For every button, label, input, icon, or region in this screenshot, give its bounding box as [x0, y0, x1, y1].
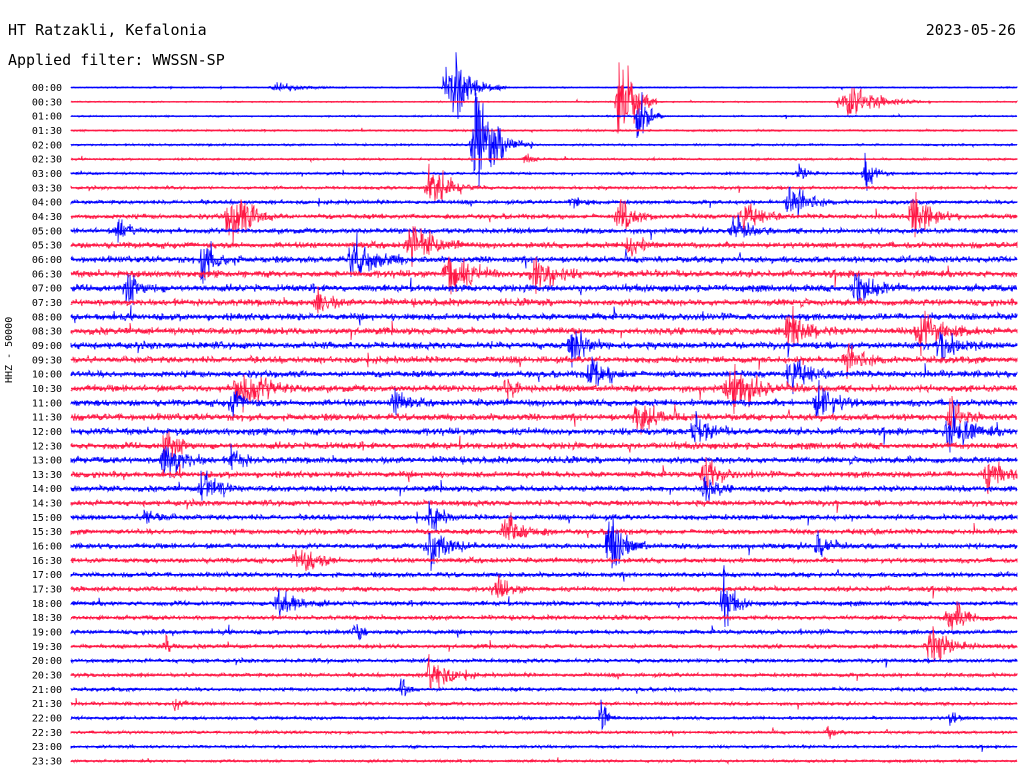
row-label: 18:00	[32, 599, 62, 610]
row-label: 20:00	[32, 656, 62, 667]
row-label: 15:00	[32, 513, 62, 524]
row-label: 02:30	[32, 155, 62, 166]
row-label: 13:00	[32, 456, 62, 467]
row-label: 00:30	[32, 97, 62, 108]
row-label: 22:00	[32, 714, 62, 725]
row-label: 17:30	[32, 585, 62, 596]
trace-row-0800	[70, 305, 1018, 326]
filter-label: Applied filter: WWSSN-SP	[8, 51, 225, 69]
row-label: 22:30	[32, 728, 62, 739]
row-label: 21:30	[32, 699, 62, 710]
trace-row-0030	[70, 62, 1018, 134]
row-label: 14:00	[32, 484, 62, 495]
trace-group	[70, 52, 1018, 765]
row-label: 06:00	[32, 255, 62, 266]
row-label: 12:00	[32, 427, 62, 438]
row-label: 09:30	[32, 355, 62, 366]
row-label: 20:30	[32, 671, 62, 682]
row-label: 17:00	[32, 570, 62, 581]
row-label: 13:30	[32, 470, 62, 481]
trace-row-1100	[70, 380, 1018, 421]
row-label: 16:30	[32, 556, 62, 567]
row-label: 02:00	[32, 140, 62, 151]
row-label: 19:30	[32, 642, 62, 653]
row-label: 08:30	[32, 327, 62, 338]
trace-row-0000	[70, 52, 1018, 120]
trace-row-2130	[70, 698, 1018, 712]
row-label: 01:30	[32, 126, 62, 137]
trace-row-0330	[70, 163, 1018, 203]
trace-row-2100	[70, 678, 1018, 697]
row-label: 03:30	[32, 183, 62, 194]
row-label: 05:30	[32, 241, 62, 252]
row-label-group: 00:00 00:30 01:00 01:30 02:00 02:30 03:00 03:30…	[32, 83, 62, 768]
trace-row-2000	[70, 656, 1018, 668]
trace-row-0600	[70, 231, 1018, 284]
row-label: 06:30	[32, 269, 62, 280]
row-label: 21:00	[32, 685, 62, 696]
trace-row-0230	[70, 153, 1018, 164]
row-label: 07:00	[32, 284, 62, 295]
row-label: 11:30	[32, 413, 62, 424]
trace-row-0430	[70, 192, 1018, 248]
row-label: 04:00	[32, 198, 62, 209]
row-label: 03:00	[32, 169, 62, 180]
row-label: 01:00	[32, 112, 62, 123]
row-label: 12:30	[32, 441, 62, 452]
trace-row-2030	[70, 654, 1018, 690]
row-label: 10:00	[32, 370, 62, 381]
row-label: 23:00	[32, 742, 62, 753]
row-label: 00:00	[32, 83, 62, 94]
row-label: 15:30	[32, 527, 62, 538]
trace-row-1430	[70, 497, 1018, 513]
trace-row-1630	[70, 549, 1018, 572]
row-label: 10:30	[32, 384, 62, 395]
row-label: 16:00	[32, 542, 62, 553]
row-label: 11:00	[32, 398, 62, 409]
date-label: 2023-05-26	[925, 21, 1016, 39]
station-title: HT Ratzakli, Kefalonia	[8, 21, 207, 39]
trace-row-1400	[70, 470, 1018, 504]
trace-row-2300	[70, 743, 1018, 752]
row-label: 09:00	[32, 341, 62, 352]
trace-row-1730	[70, 574, 1018, 599]
row-label: 08:00	[32, 312, 62, 323]
trace-row-1800	[70, 565, 1018, 628]
trace-row-1600	[70, 514, 1018, 571]
row-label: 04:30	[32, 212, 62, 223]
row-label: 07:30	[32, 298, 62, 309]
row-label: 05:00	[32, 226, 62, 237]
row-label: 23:30	[32, 757, 62, 768]
row-label: 18:30	[32, 613, 62, 624]
row-label: 19:00	[32, 628, 62, 639]
trace-row-1830	[70, 601, 1018, 631]
row-label: 14:30	[32, 499, 62, 510]
